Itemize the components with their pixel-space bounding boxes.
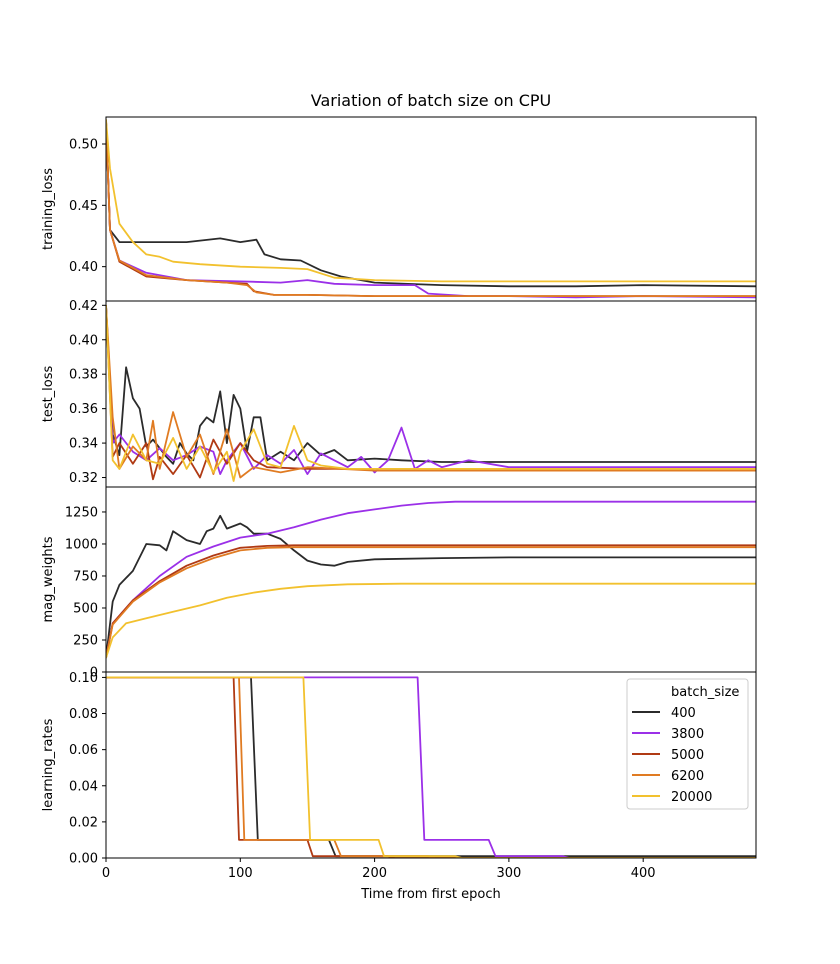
y-tick-label: 0.02	[69, 815, 98, 830]
y-tick-label: 250	[73, 633, 98, 648]
series-line-400	[106, 119, 756, 288]
chart-title: Variation of batch size on CPU	[311, 91, 552, 110]
series-group	[106, 305, 756, 482]
x-tick-label: 100	[228, 866, 253, 881]
y-tick-label: 0.32	[69, 471, 98, 486]
panel-frame	[105, 116, 757, 302]
y-axis-label: training_loss	[41, 168, 56, 250]
y-tick-label: 0.40	[69, 260, 98, 275]
series-group	[106, 119, 756, 299]
y-tick-label: 0.06	[69, 743, 98, 758]
y-tick-label: 0.08	[69, 707, 98, 722]
y-axis-label: learning_rates	[41, 718, 56, 811]
legend-label-400: 400	[671, 706, 696, 721]
y-tick-label: 0.38	[69, 368, 98, 383]
y-tick-label: 0.42	[69, 299, 98, 314]
series-line-5000	[106, 119, 756, 297]
x-axis: 0 100 200 300 400	[102, 858, 656, 881]
y-tick-label: 750	[73, 569, 98, 584]
panel-test_loss: 0.32 0.34 0.36 0.38 0.40 0.42 test_loss	[41, 299, 757, 488]
y-tick-label: 0.34	[69, 437, 98, 452]
y-axis-label: mag_weights	[41, 536, 56, 622]
legend-title: batch_size	[671, 685, 739, 700]
panel-learning_rates: 0.00 0.02 0.04 0.06 0.08 0.10 learning_rates	[41, 671, 757, 867]
panel-frame	[105, 486, 757, 673]
x-tick-label: 400	[631, 866, 656, 881]
x-tick-label: 0	[102, 866, 110, 881]
series-line-20000	[106, 305, 756, 482]
y-tick-label: 1250	[65, 505, 98, 520]
series-line-3800	[106, 500, 756, 659]
series-line-20000	[106, 119, 756, 283]
series-line-6200	[106, 305, 756, 479]
legend-label-5000: 5000	[671, 748, 704, 763]
y-tick-label: 0.10	[69, 671, 98, 686]
x-axis-label: Time from first epoch	[360, 887, 500, 902]
series-line-3800	[106, 119, 756, 299]
legend-label-3800: 3800	[671, 727, 704, 742]
series-line-6200	[106, 119, 756, 297]
series-line-6200	[106, 546, 756, 659]
y-tick-label: 1000	[65, 537, 98, 552]
panel-mag_weights: 0 250 500 750 1000 1250 mag_weights	[41, 486, 757, 681]
y-tick-label: 0.45	[69, 199, 98, 214]
y-tick-label: 0.50	[69, 137, 98, 152]
panel-frame	[105, 300, 757, 488]
legend: batch_size 400 3800 5000 6200 20000	[626, 678, 749, 810]
series-line-5000	[106, 544, 756, 659]
panel-training_loss: 0.40 0.45 0.50 training_loss	[41, 116, 757, 302]
y-tick-label: 500	[73, 601, 98, 616]
series-group	[106, 500, 756, 659]
panels: 0.400.450.50training_loss0.320.340.360.3…	[41, 116, 757, 867]
panel-frame	[105, 671, 757, 859]
series-line-3800	[106, 305, 756, 475]
legend-label-20000: 20000	[671, 790, 712, 805]
series-line-400	[106, 514, 756, 659]
y-tick-label: 0.40	[69, 333, 98, 348]
y-tick-label: 0.36	[69, 402, 98, 417]
series-line-400	[106, 305, 756, 465]
x-tick-label: 200	[362, 866, 387, 881]
y-tick-label: 0.00	[69, 852, 98, 867]
series-line-20000	[106, 582, 756, 659]
y-tick-label: 0.04	[69, 779, 98, 794]
x-tick-label: 300	[496, 866, 521, 881]
y-tick-label: 0	[90, 666, 98, 681]
y-axis-label: test_loss	[41, 365, 56, 422]
legend-label-6200: 6200	[671, 769, 704, 784]
